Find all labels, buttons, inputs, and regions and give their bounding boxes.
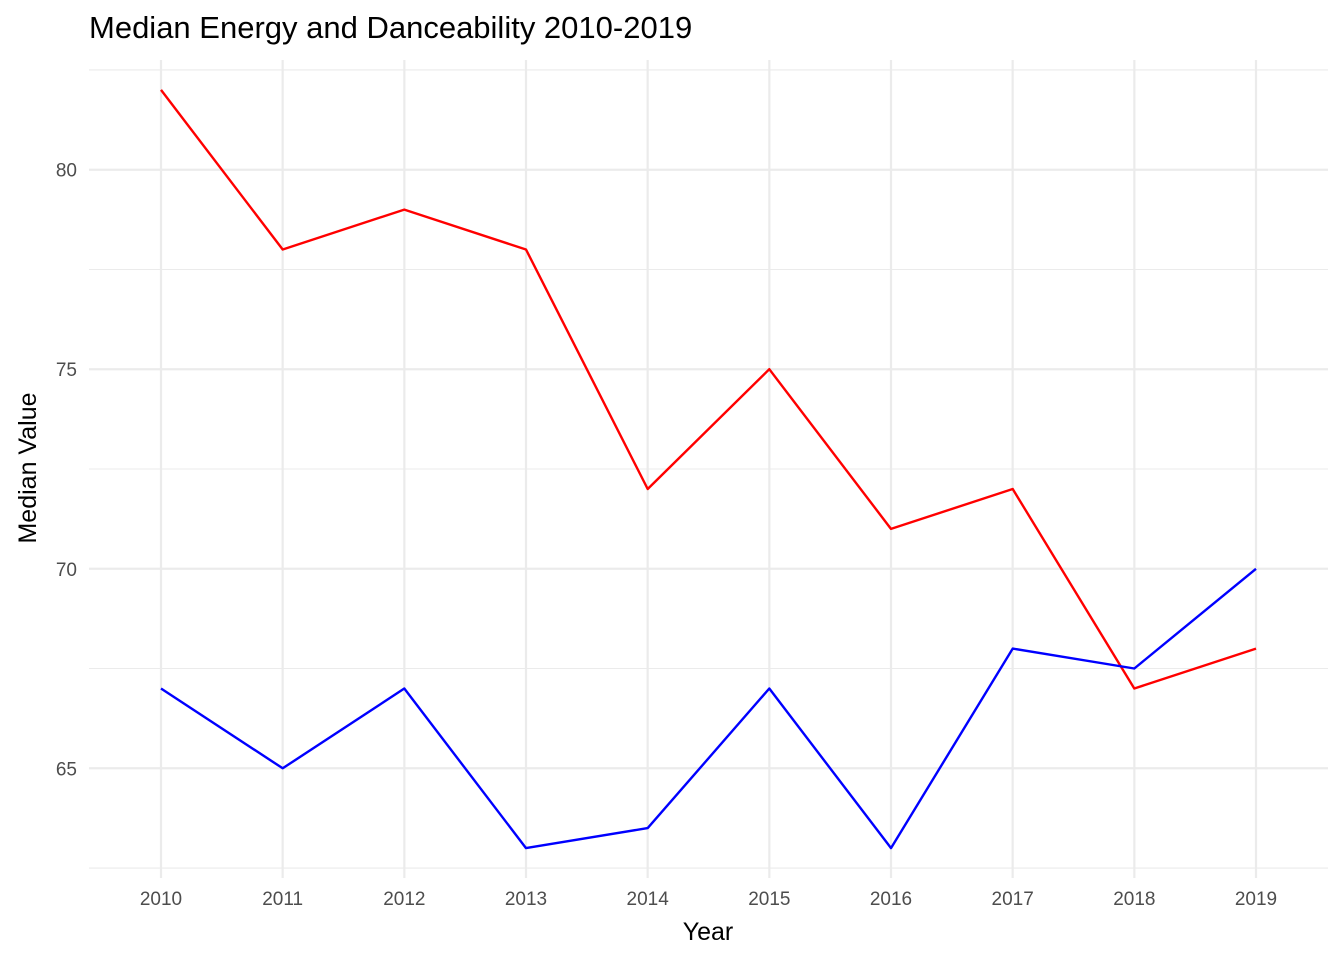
chart-title: Median Energy and Danceability 2010-2019	[89, 10, 692, 45]
y-tick-label: 80	[56, 161, 77, 182]
x-tick-label: 2017	[992, 889, 1034, 910]
x-axis-tick-labels: 2010 2011 2012 2013 2014 2015 2016 2017 2018 2019	[140, 889, 1277, 910]
y-tick-label: 65	[56, 759, 77, 780]
series-line-2	[160, 567, 1257, 850]
x-tick-label: 2019	[1235, 889, 1277, 910]
x-tick-label: 2018	[1113, 889, 1155, 910]
plot-panel	[89, 60, 1328, 878]
x-tick-label: 2016	[870, 889, 912, 910]
x-tick-label: 2014	[627, 889, 670, 910]
y-tick-label: 75	[56, 360, 77, 381]
y-axis-tick-labels: 65 70 75 80	[56, 161, 77, 781]
major-gridlines-x	[159, 60, 1258, 878]
x-tick-label: 2012	[383, 889, 425, 910]
y-axis-title: Median Value	[14, 392, 42, 543]
x-tick-label: 2011	[262, 889, 303, 910]
x-tick-label: 2010	[140, 889, 182, 910]
major-gridlines-y	[89, 168, 1328, 770]
series-line-1	[160, 89, 1257, 690]
x-axis-title: Year	[683, 918, 734, 946]
x-tick-label: 2015	[748, 889, 790, 910]
y-tick-label: 70	[56, 560, 77, 581]
minor-gridlines	[89, 69, 1328, 869]
series-layer	[160, 89, 1257, 850]
x-tick-label: 2013	[505, 889, 547, 910]
